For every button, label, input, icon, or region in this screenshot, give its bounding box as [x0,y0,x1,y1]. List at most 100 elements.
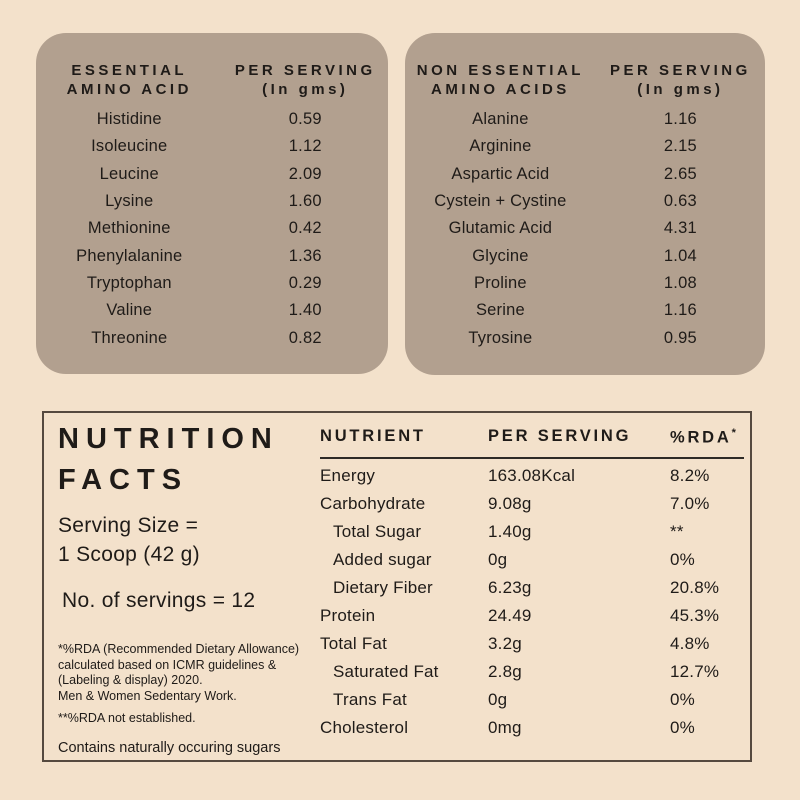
table-row: Glutamic Acid 4.31 [405,215,765,242]
rda-column-header: %RDA* [670,427,744,448]
nutrient-name: Total Sugar [333,521,422,541]
table-row: Phenylalanine 1.36 [36,242,388,269]
nutrient-per-serving: 6.23g [488,577,532,597]
amino-acid-value: 1.08 [663,273,697,292]
essential-value-header: PER SERVING (In gms) [223,61,388,99]
nutrient-name: Protein [320,605,376,625]
non-essential-table-rows: Alanine 1.16 Arginine 2.15 Aspartic Acid… [405,106,765,352]
rda-footnote-line2: calculated based on ICMR guidelines & [58,657,277,672]
amino-acid-value: 1.60 [288,192,322,211]
rda-footnote-line1: *%RDA (Recommended Dietary Allowance) [58,642,300,656]
table-row: Arginine 2.15 [405,133,765,160]
non-essential-table-header: NON ESSENTIAL AMINO ACIDS PER SERVING (I… [405,61,765,99]
serving-size: Serving Size = 1 Scoop (42 g) [58,511,316,569]
nutrient-rda: 45.3% [670,605,720,625]
amino-acid-value: 2.09 [288,164,322,183]
non-essential-amino-acids-card: NON ESSENTIAL AMINO ACIDS PER SERVING (I… [405,33,765,375]
nutrient-per-serving: 0g [488,549,508,569]
nutrient-table-header: NUTRIENT PER SERVING %RDA* [320,421,744,459]
non-essential-name-header: NON ESSENTIAL AMINO ACIDS [405,61,596,99]
amino-acid-name: Threonine [91,328,168,347]
nutrient-name: Dietary Fiber [333,577,433,597]
rda-footnote-line3: (Labeling & display) 2020. [58,673,203,687]
table-row: Leucine 2.09 [36,161,388,188]
amino-acid-name: Valine [106,301,153,320]
table-row: Isoleucine 1.12 [36,133,388,160]
nutrient-rda: ** [670,521,684,541]
nutrient-name: Carbohydrate [320,493,426,513]
amino-acid-name: Tryptophan [86,273,172,292]
amino-acid-name: Tyrosine [468,328,533,347]
amino-acid-name: Lysine [105,192,154,211]
amino-acid-name: Leucine [99,164,159,183]
amino-acid-value: 1.16 [663,110,697,129]
nutrient-name: Total Fat [320,633,387,653]
essential-table-rows: Histidine 0.59 Isoleucine 1.12 Leucine 2… [36,106,388,352]
amino-acid-value: 0.63 [663,192,697,211]
essential-name-header: ESSENTIAL AMINO ACID [36,61,223,99]
amino-acid-name: Isoleucine [91,137,168,156]
nutrient-rda: 12.7% [670,661,720,681]
table-row: Histidine 0.59 [36,106,388,133]
table-row: Aspartic Acid 2.65 [405,161,765,188]
amino-acid-value: 1.12 [288,137,322,156]
amino-acid-value: 1.36 [288,246,322,265]
essential-value-header-line1: PER SERVING [234,62,376,79]
table-row: Cholesterol 0mg 0% [320,714,744,742]
non-essential-name-header-line1: NON ESSENTIAL [416,62,584,79]
per-serving-column-header: PER SERVING [488,427,632,445]
rda-footnote-line4: Men & Women Sedentary Work. [58,688,237,703]
amino-acid-name: Glycine [472,246,529,265]
table-row: Protein 24.49 45.3% [320,602,744,630]
nutrient-rda: 20.8% [670,577,720,597]
nutrient-name: Energy [320,465,376,485]
nutrient-per-serving: 3.2g [488,633,522,653]
amino-acid-value: 4.31 [663,219,697,238]
non-essential-name-header-line2: AMINO ACIDS [431,81,570,98]
nutrient-rda: 8.2% [670,465,710,485]
serving-size-line2: 1 Scoop (42 g) [58,543,200,566]
table-row: Dietary Fiber 6.23g 20.8% [320,574,744,602]
nutrient-per-serving: 163.08Kcal [488,465,576,485]
nutrient-table: NUTRIENT PER SERVING %RDA* Energy 163.08… [320,421,744,742]
table-row: Energy 163.08Kcal 8.2% [320,462,744,490]
nutrient-name: Added sugar [333,549,432,569]
nutrition-facts-title-line2: FACTS [58,464,189,496]
nutrient-name: Trans Fat [333,689,407,709]
table-row: Total Fat 3.2g 4.8% [320,630,744,658]
table-row: Alanine 1.16 [405,106,765,133]
nutrient-rda: 0% [670,549,695,569]
table-row: Serine 1.16 [405,297,765,324]
amino-acid-name: Serine [475,301,525,320]
nutrient-per-serving: 1.40g [488,521,532,541]
natural-sugars-note: Contains naturally occuring sugars [58,739,281,756]
nutrient-rda: 0% [670,717,695,737]
amino-acid-value: 2.65 [663,164,697,183]
amino-acid-name: Histidine [96,110,162,129]
nutrient-per-serving: 9.08g [488,493,532,513]
rda-not-established-note: **%RDA not established. [58,711,196,725]
nutrient-rda: 4.8% [670,633,710,653]
serving-size-line1: Serving Size = [58,514,199,537]
nutrient-name: Cholesterol [320,717,409,737]
nutrient-per-serving: 0g [488,689,508,709]
nutrition-facts-title-line1: NUTRITION [58,423,279,455]
amino-acid-name: Methionine [87,219,171,238]
nutrient-table-rows: Energy 163.08Kcal 8.2% Carbohydrate 9.08… [320,462,744,742]
amino-acid-value: 1.04 [663,246,697,265]
table-row: Cystein + Cystine 0.63 [405,188,765,215]
essential-value-header-line2: (In gms) [262,81,349,98]
amino-acid-name: Aspartic Acid [451,164,550,183]
rda-header-text: %RDA [670,428,732,447]
amino-acid-name: Phenylalanine [76,246,183,265]
non-essential-value-header: PER SERVING (In gms) [596,61,765,99]
amino-acid-name: Glutamic Acid [448,219,553,238]
amino-acid-value: 0.95 [663,328,697,347]
nutrient-rda: 7.0% [670,493,710,513]
amino-acid-value: 1.40 [288,301,322,320]
nutrient-per-serving: 2.8g [488,661,522,681]
nutrient-name: Saturated Fat [333,661,439,681]
nutrient-column-header: NUTRIENT [320,427,426,445]
amino-acid-name: Cystein + Cystine [434,192,567,211]
table-row: Proline 1.08 [405,270,765,297]
